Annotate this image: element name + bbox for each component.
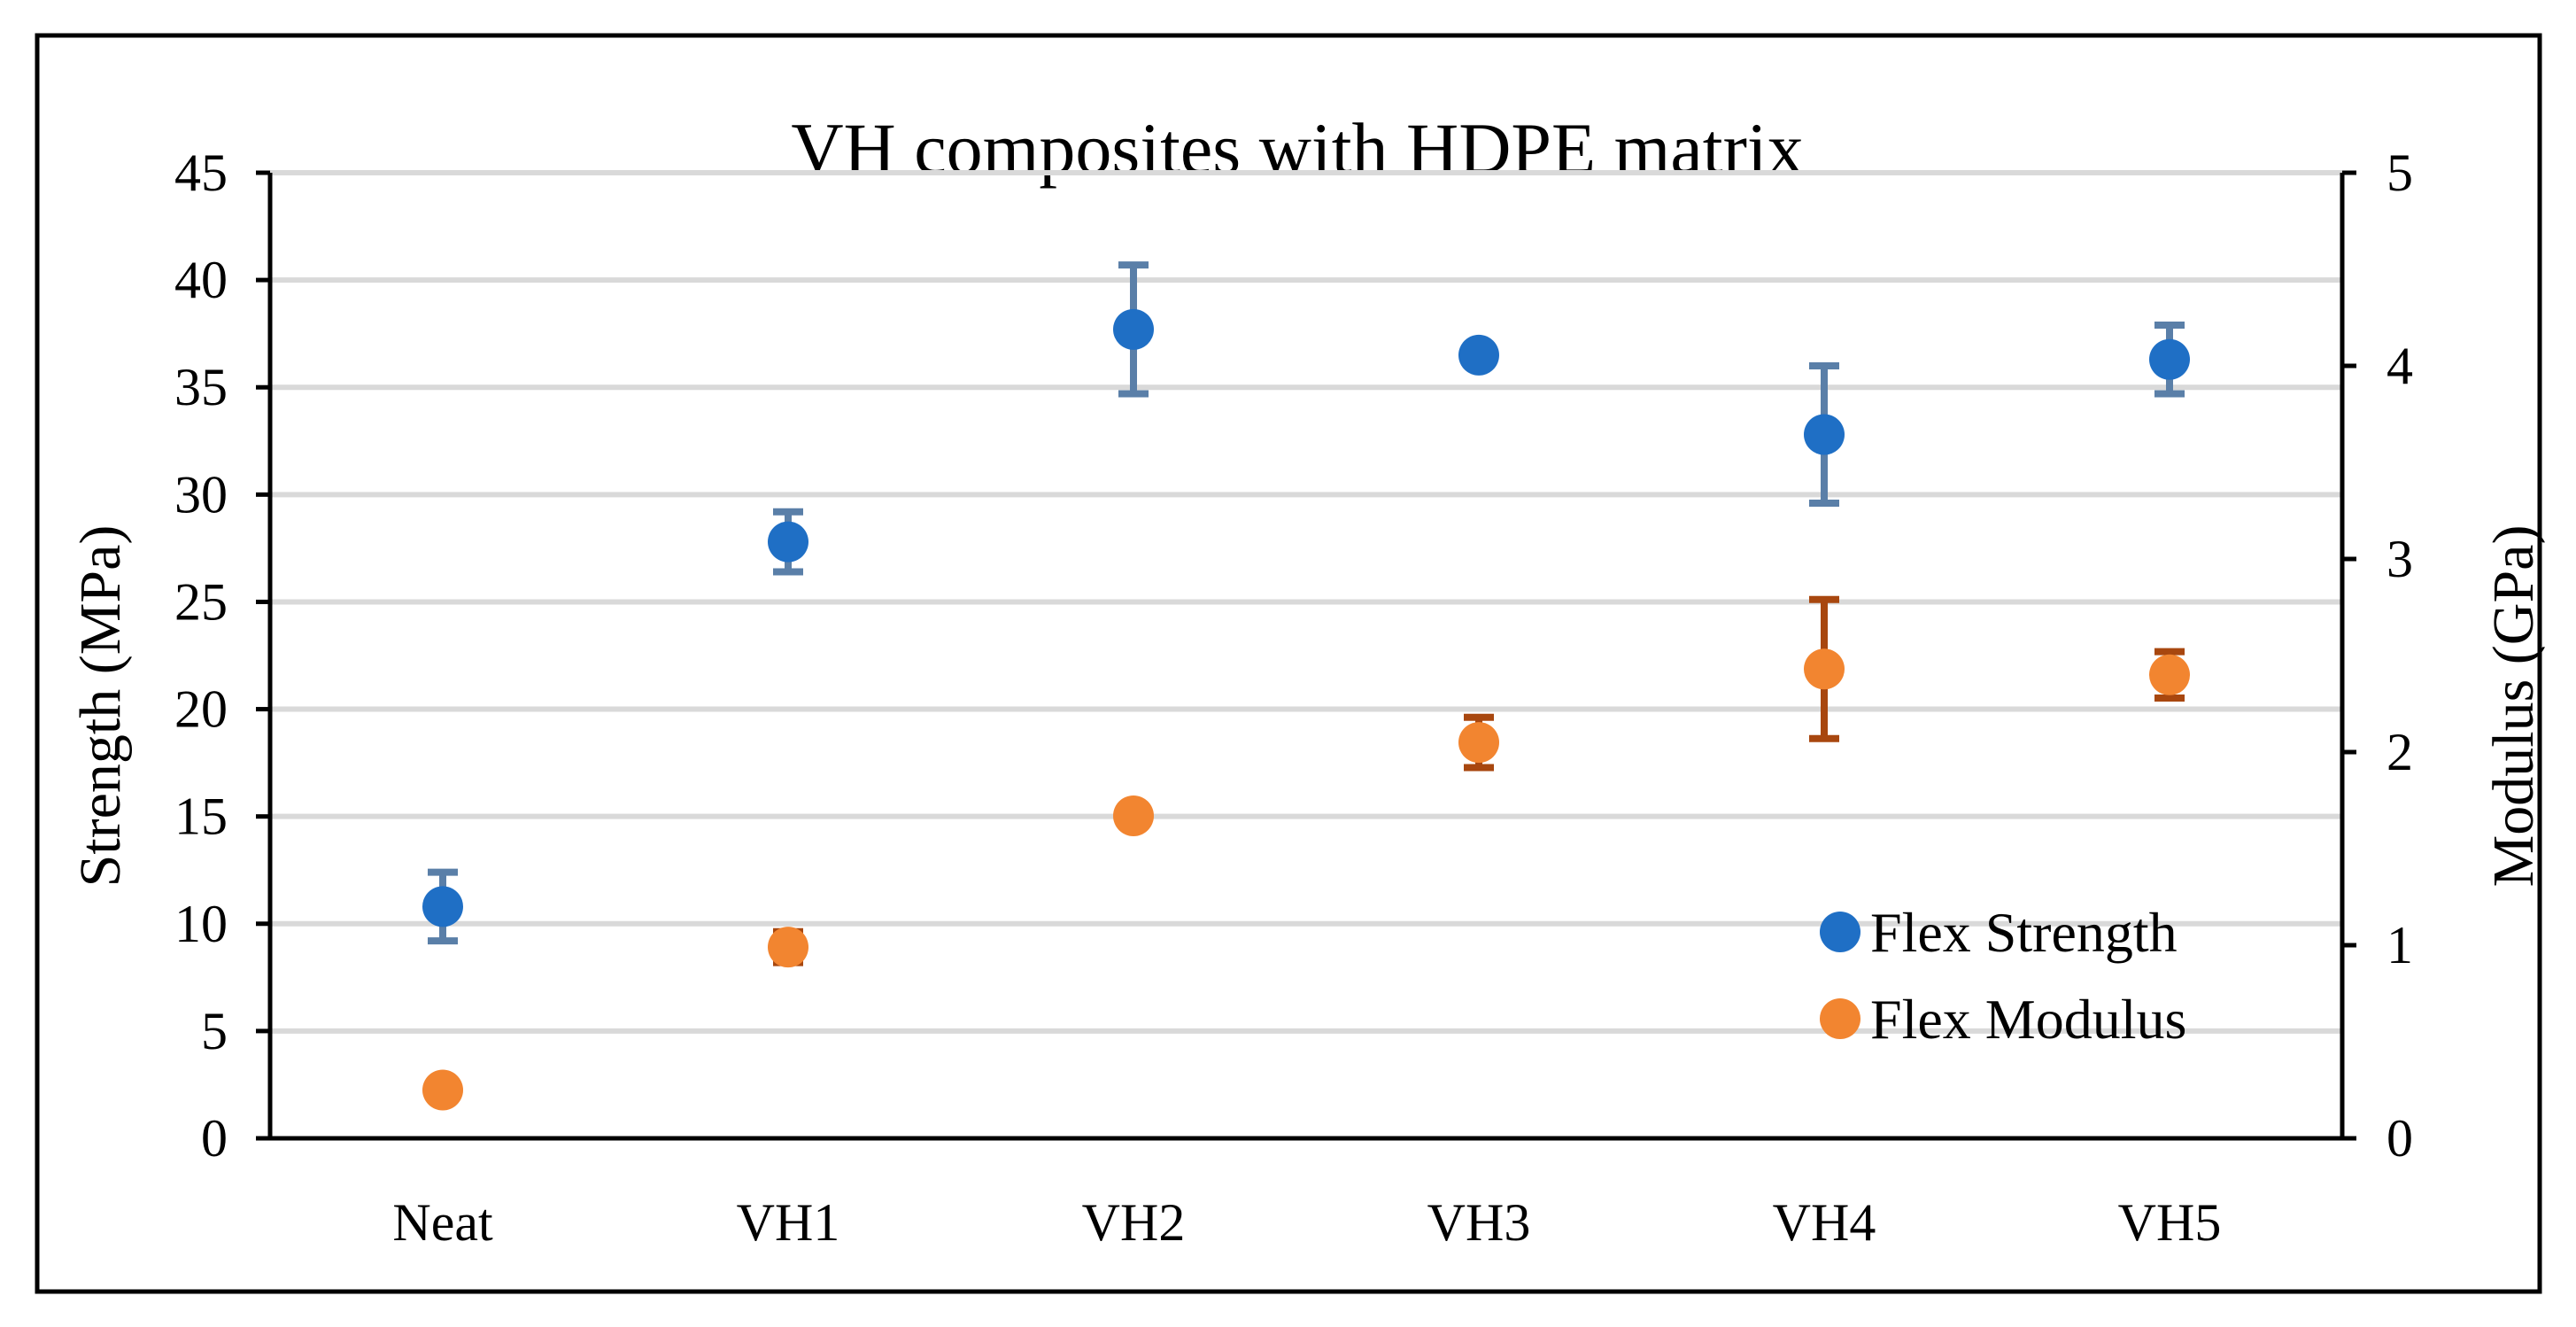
data-series <box>422 261 2190 1111</box>
data-point <box>1458 722 1499 764</box>
data-point <box>1113 308 1154 350</box>
series-flex-strength <box>422 261 2190 945</box>
right-tick-label: 4 <box>2386 337 2413 395</box>
x-tick-label: VH5 <box>2118 1193 2222 1252</box>
left-tick-label: 20 <box>174 680 228 739</box>
data-point <box>1458 334 1499 376</box>
right-tick-label: 1 <box>2386 916 2413 974</box>
x-tick-label: VH3 <box>1427 1193 1531 1252</box>
data-point <box>1113 795 1154 836</box>
x-tick-label: VH2 <box>1082 1193 1186 1252</box>
right-tick-label: 5 <box>2386 144 2413 202</box>
data-point <box>422 1069 463 1111</box>
data-point <box>768 927 808 968</box>
left-tick-label: 30 <box>174 465 228 524</box>
legend-label: Flex Strength <box>1870 901 2178 964</box>
left-tick-label: 35 <box>174 358 228 416</box>
x-tick-label: Neat <box>392 1193 493 1252</box>
right-tick-label: 2 <box>2386 723 2413 781</box>
right-axis-ticks: 0 1 2 3 4 5 <box>2342 144 2413 1168</box>
data-point <box>1804 414 1845 455</box>
left-axis-ticks: 0 5 10 15 20 25 30 35 40 45 <box>174 144 270 1168</box>
data-point <box>422 886 463 927</box>
x-tick-label: VH1 <box>737 1193 840 1252</box>
chart-title: VH composites with HDPE matrix <box>791 108 1803 189</box>
left-tick-label: 40 <box>174 251 228 309</box>
data-point <box>2149 338 2190 380</box>
gridlines <box>270 170 2342 1034</box>
legend-marker <box>1820 998 1860 1039</box>
axes <box>267 173 2345 1141</box>
left-tick-label: 25 <box>174 572 228 631</box>
left-tick-label: 5 <box>201 1002 228 1060</box>
y-left-axis-title: Strength (MPa) <box>68 525 133 888</box>
left-tick-label: 15 <box>174 788 228 846</box>
data-point <box>1804 648 1845 690</box>
x-axis-ticks: Neat VH1 VH2 VH3 VH4 VH5 <box>392 1193 2221 1252</box>
y-right-axis-title: Modulus (GPa) <box>2481 525 2546 888</box>
data-point <box>2149 654 2190 695</box>
x-tick-label: VH4 <box>1773 1193 1876 1252</box>
legend-marker <box>1820 912 1860 952</box>
right-tick-label: 3 <box>2386 530 2413 588</box>
left-tick-label: 0 <box>201 1109 228 1168</box>
series-flex-modulus <box>422 595 2190 1111</box>
right-tick-label: 0 <box>2386 1109 2413 1168</box>
legend-label: Flex Modulus <box>1870 988 2186 1051</box>
left-tick-label: 10 <box>174 895 228 953</box>
left-tick-label: 45 <box>174 144 228 202</box>
legend: Flex Strength Flex Modulus <box>1820 901 2186 1051</box>
data-point <box>768 521 808 563</box>
